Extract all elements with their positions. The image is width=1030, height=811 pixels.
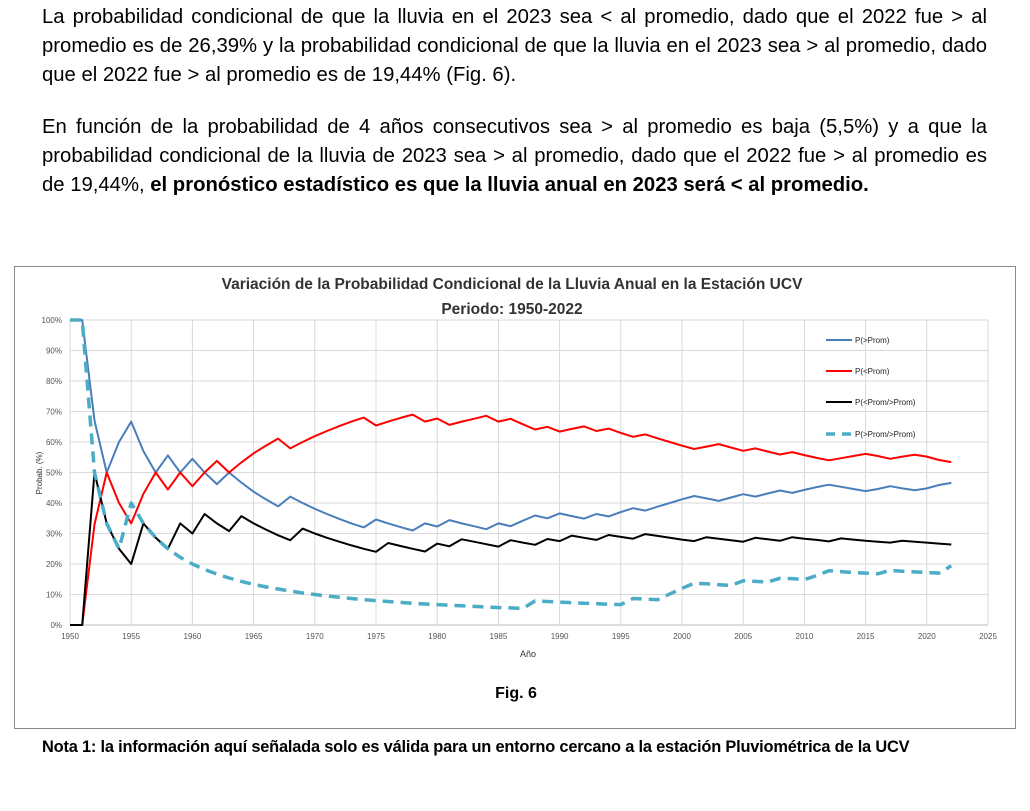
series-line-1: [70, 413, 952, 626]
figure-caption: Fig. 6: [495, 685, 537, 702]
x-tick-label: 2005: [734, 632, 752, 641]
y-tick-label: 40%: [46, 499, 62, 508]
series-line-3: [70, 318, 953, 611]
x-tick-label: 1955: [122, 632, 140, 641]
y-tick-label: 100%: [42, 316, 62, 325]
paragraph-forecast: En función de la probabilidad de 4 años …: [42, 113, 987, 200]
x-tick-label: 2025: [979, 632, 997, 641]
legend-label: P(<Prom): [855, 367, 890, 376]
series-line-0: [70, 319, 952, 532]
x-axis-label: Año: [520, 649, 536, 659]
x-tick-label: 2015: [857, 632, 875, 641]
series-line-2: [70, 471, 952, 626]
legend-label: P(<Prom/>Prom): [855, 398, 916, 407]
x-tick-label: 2020: [918, 632, 936, 641]
x-tick-label: 1995: [612, 632, 630, 641]
legend-label: P(>Prom/>Prom): [855, 430, 916, 439]
y-tick-label: 10%: [46, 591, 62, 600]
chart-subtitle: Periodo: 1950-2022: [441, 301, 582, 318]
paragraph-conditional-probability: La probabilidad condicional de que la ll…: [42, 6, 987, 86]
x-tick-label: 1980: [428, 632, 446, 641]
y-tick-label: 90%: [46, 347, 62, 356]
x-tick-label: 1985: [490, 632, 508, 641]
chart-title: Variación de la Probabilidad Condicional…: [222, 276, 803, 293]
forecast-conclusion: el pronóstico estadístico es que la lluv…: [150, 174, 869, 196]
paragraph-forecast-text: En función de la probabilidad de 4 años …: [42, 116, 987, 196]
y-axis-label: Probab. (%): [35, 451, 44, 494]
figure-6: [14, 266, 1016, 729]
y-tick-label: 60%: [46, 438, 62, 447]
x-tick-label: 1960: [184, 632, 202, 641]
x-tick-label: 1965: [245, 632, 263, 641]
y-tick-label: 50%: [46, 469, 62, 478]
x-tick-label: 1990: [551, 632, 569, 641]
x-tick-label: 2010: [796, 632, 814, 641]
x-tick-label: 1950: [61, 632, 79, 641]
x-tick-label: 2000: [673, 632, 691, 641]
y-tick-label: 80%: [46, 377, 62, 386]
y-tick-label: 0%: [50, 621, 62, 630]
legend-label: P(>Prom): [855, 336, 890, 345]
x-tick-label: 1970: [306, 632, 324, 641]
y-tick-label: 70%: [46, 408, 62, 417]
y-tick-label: 20%: [46, 560, 62, 569]
x-tick-label: 1975: [367, 632, 385, 641]
y-tick-label: 30%: [46, 530, 62, 539]
footnote: Nota 1: la información aquí señalada sol…: [42, 738, 910, 756]
